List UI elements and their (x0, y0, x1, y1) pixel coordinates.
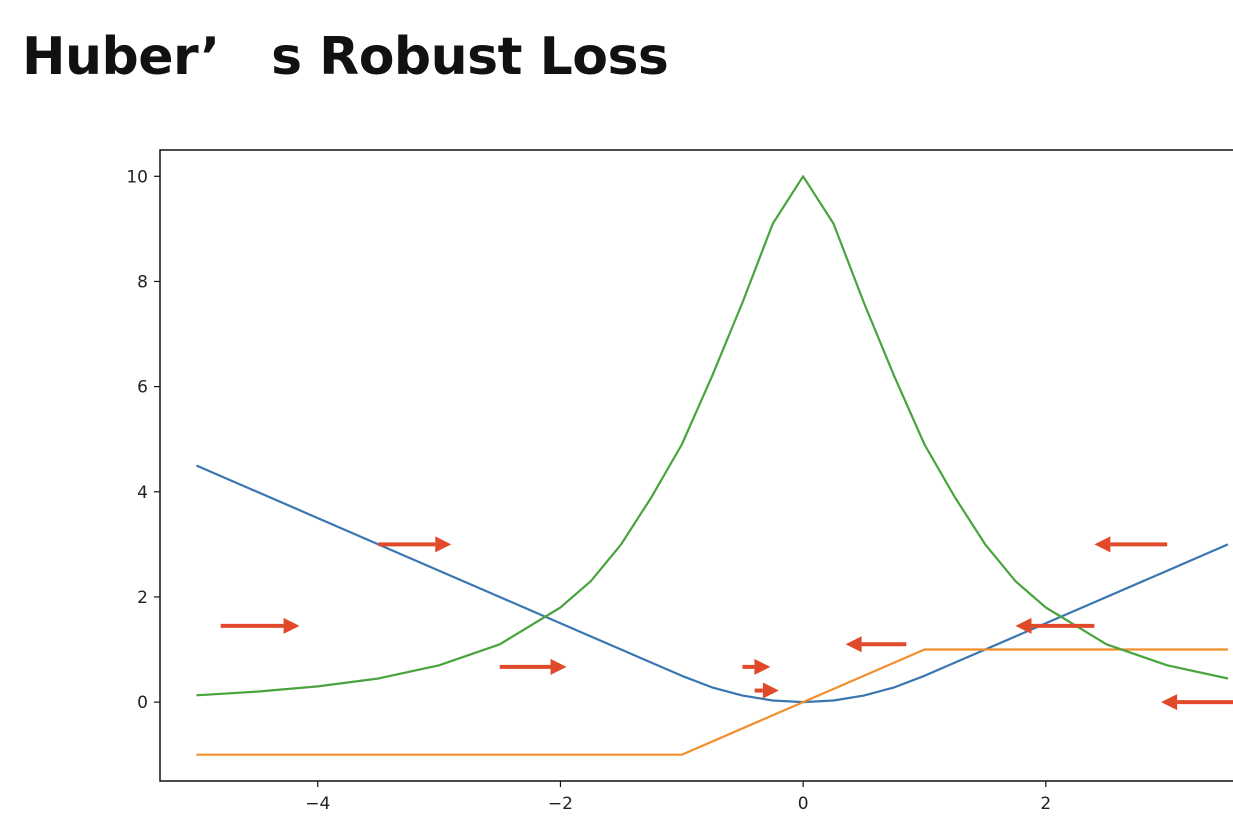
series-gradient-line (196, 648, 1228, 756)
x-tick-label: −4 (305, 794, 330, 814)
axes: 0 2 4 6 8 10 −4 −2 0 2 (126, 149, 1233, 814)
slide-title: Huber’ s Robust Loss (22, 27, 669, 87)
arrow-head (550, 658, 567, 675)
arrow-head (1094, 536, 1111, 553)
x-tick-label: 0 (798, 794, 809, 814)
arrow-annotation (1094, 536, 1168, 553)
arrow-head (845, 636, 862, 653)
series-second_derivative-line (196, 175, 1229, 697)
arrow-head (1161, 694, 1178, 711)
y-tick-label: 2 (137, 588, 148, 608)
arrow-annotation (845, 636, 907, 653)
arrow-annotation (499, 658, 567, 675)
y-tick-label: 8 (137, 272, 148, 292)
y-tick-label: 6 (137, 378, 148, 398)
y-tick-label: 4 (137, 483, 148, 503)
arrow-head (435, 536, 452, 553)
y-tick-label: 0 (137, 693, 148, 713)
plot-content (195, 175, 1233, 756)
arrow-annotation (742, 658, 771, 675)
arrow-annotation (1161, 694, 1233, 711)
x-tick-label: 2 (1040, 794, 1051, 814)
arrow-head (754, 658, 771, 675)
plot-frame (159, 149, 1233, 782)
arrow-annotation (754, 682, 779, 699)
arrow-head (762, 682, 779, 699)
arrow-annotation (220, 617, 300, 634)
arrow-head (283, 617, 300, 634)
arrow-annotation (1015, 617, 1095, 634)
arrow-head (1015, 617, 1032, 634)
series-huber-line (195, 464, 1229, 704)
y-tick-label: 10 (126, 167, 148, 187)
arrow-annotation (378, 536, 452, 553)
x-tick-label: −2 (548, 794, 573, 814)
